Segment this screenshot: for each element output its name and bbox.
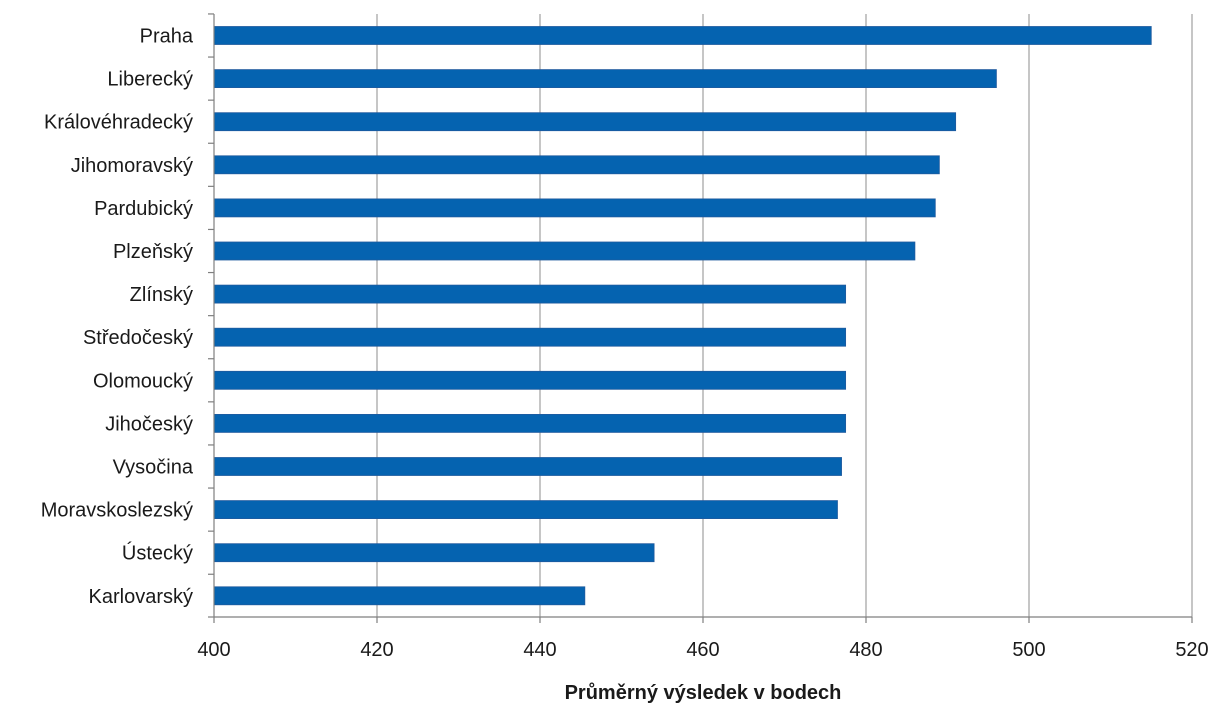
bar-plzensky [213, 241, 916, 261]
axes [208, 13, 1193, 623]
gridlines [376, 14, 1193, 617]
category-label-olomoucky: Olomoucký [93, 370, 193, 392]
x-tick-label-520: 520 [1175, 639, 1208, 661]
tick-labels: 400 420 440 460 480 500 520 [197, 639, 1208, 661]
x-tick-label-500: 500 [1012, 639, 1045, 661]
category-label-liberecky: Liberecký [107, 69, 193, 91]
category-label-ustecky: Ústecký [122, 542, 193, 565]
category-label-kralovehradecky: Královéhradecký [44, 112, 193, 134]
bar-vysocina [213, 457, 842, 476]
category-label-praha: Praha [140, 26, 194, 48]
bar-praha [213, 26, 1152, 45]
bar-ustecky [213, 543, 655, 563]
category-label-moravskoslezsky: Moravskoslezský [41, 500, 193, 522]
category-label-plzensky: Plzeňský [113, 241, 193, 263]
category-label-jihocesky: Jihočeský [105, 413, 193, 435]
category-label-jihomoravsky: Jihomoravský [71, 155, 193, 177]
bar-olomoucky [213, 370, 847, 390]
bar-kralovehradecky [213, 112, 957, 132]
bar-zlinsky [213, 284, 847, 304]
category-label-pardubicky: Pardubický [94, 198, 193, 220]
category-labels: Praha Liberecký Královéhradecký Jihomoravsk… [41, 26, 194, 608]
bar-stredocesky [213, 327, 847, 347]
bar-liberecky [213, 69, 997, 88]
x-tick-label-460: 460 [686, 639, 719, 661]
bar-jihomoravsky [213, 155, 940, 175]
category-label-zlinsky: Zlínský [130, 284, 193, 306]
x-tick-label-400: 400 [197, 639, 230, 661]
x-axis-title: Průměrný výsledek v bodech [565, 682, 842, 704]
category-label-karlovarsky: Karlovarský [89, 586, 193, 608]
bar-pardubicky [213, 198, 936, 218]
bar-jihocesky [213, 413, 847, 433]
bar-moravskoslezsky [213, 500, 838, 520]
category-label-vysocina: Vysočina [113, 457, 194, 479]
x-tick-label-420: 420 [360, 639, 393, 661]
bars [213, 26, 1152, 606]
x-tick-label-480: 480 [849, 639, 882, 661]
bar-karlovarsky [213, 586, 586, 606]
category-label-stredocesky: Středočeský [83, 327, 193, 349]
x-tick-label-440: 440 [523, 639, 556, 661]
